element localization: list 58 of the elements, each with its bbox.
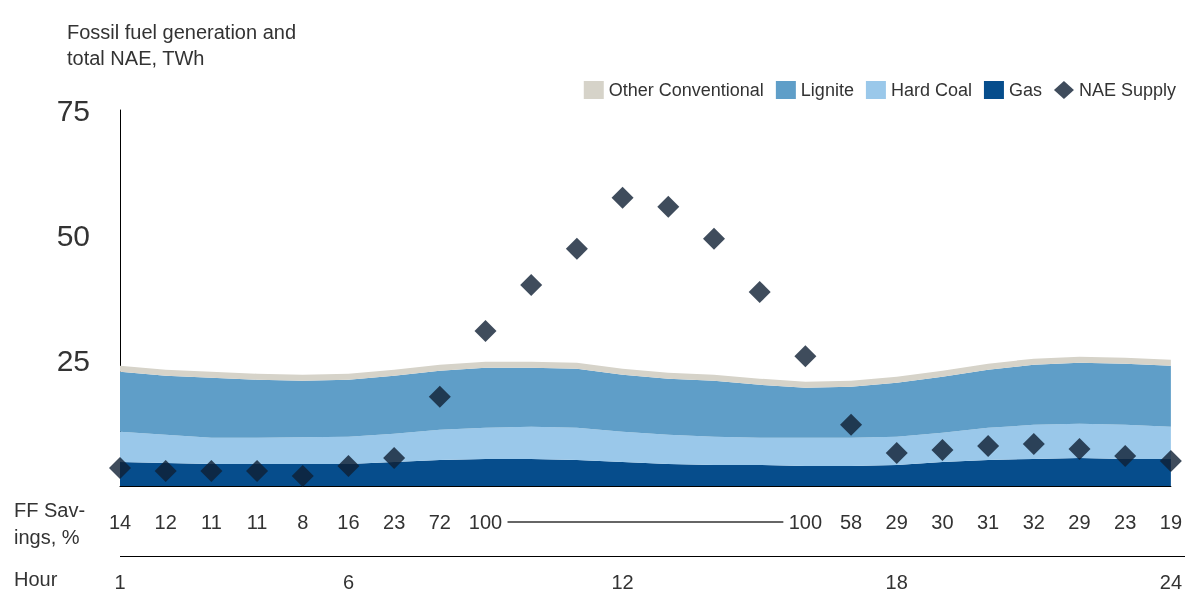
x-axis-title: Hour	[14, 568, 58, 590]
point	[840, 413, 863, 436]
y-tick-label: 25	[56, 344, 90, 378]
point	[702, 227, 725, 250]
point	[885, 441, 908, 464]
y-tick-label: 50	[56, 218, 90, 252]
point	[1159, 449, 1182, 472]
text: 8	[297, 511, 309, 533]
text: 100	[468, 511, 503, 533]
point	[977, 434, 1000, 457]
x-tick-label: 6	[342, 571, 355, 592]
point	[748, 280, 771, 303]
legend-label: Gas	[1008, 80, 1042, 100]
text: 29	[1068, 511, 1091, 533]
text: 100	[788, 511, 823, 533]
legend-label: Lignite	[800, 80, 854, 100]
x-tick-label: 1	[114, 571, 126, 592]
point	[1068, 437, 1091, 460]
legend-label: NAE Supply	[1078, 80, 1177, 100]
text: 29	[885, 511, 908, 533]
text: 14	[108, 511, 132, 533]
point	[931, 438, 954, 461]
point	[1022, 432, 1045, 455]
legend-label: Hard Coal	[890, 80, 972, 100]
text: 72	[428, 511, 451, 533]
text: 11	[246, 511, 268, 533]
point	[474, 320, 497, 343]
point	[291, 464, 314, 487]
x-tick-label: 18	[885, 571, 908, 592]
point	[154, 459, 177, 482]
point	[565, 237, 588, 260]
text: 19	[1159, 511, 1182, 533]
text: 31	[976, 511, 1000, 533]
point	[337, 454, 360, 477]
x-tick-label: 12	[611, 571, 634, 592]
chart-title: Fossil fuel generation and total NAE, TWh	[67, 21, 297, 69]
point	[428, 385, 451, 408]
text: 23	[1114, 511, 1137, 533]
point	[794, 345, 817, 368]
text: 11	[201, 511, 222, 533]
point	[383, 446, 406, 469]
text: 58	[839, 511, 863, 533]
point	[1114, 444, 1137, 467]
text: 30	[931, 511, 954, 533]
y-tick-label: 75	[56, 93, 90, 127]
text: FF Sav- ings, %	[14, 498, 86, 548]
text: 12	[154, 511, 177, 533]
point	[246, 459, 269, 482]
text: 23	[383, 511, 406, 533]
point	[200, 459, 223, 482]
point	[611, 186, 634, 209]
x-tick-label: 24	[1159, 571, 1182, 592]
text: 32	[1022, 511, 1045, 533]
point	[109, 456, 131, 479]
point	[657, 195, 680, 218]
text: 16	[337, 511, 360, 533]
point	[520, 273, 543, 296]
legend-label: Other Conventional	[608, 80, 764, 100]
